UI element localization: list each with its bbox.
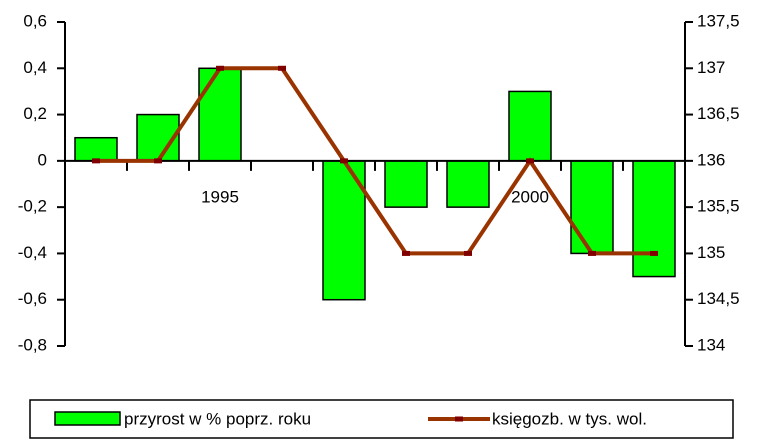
y-tick-label: -0,2 [18,197,47,216]
bar [384,160,428,208]
bar [198,67,242,162]
y-tick-label: 0,2 [23,104,47,123]
bar [74,136,118,162]
x-tick-label: 2000 [511,187,549,206]
line-marker [402,250,410,256]
y2-tick-label: 135,5 [697,197,740,216]
x-tick-label: 1995 [201,187,239,206]
y2-tick-label: 134 [697,335,725,354]
y2-tick-label: 136 [697,150,725,169]
line-marker [216,65,224,71]
bar [632,160,676,278]
y-tick-label: 0,6 [23,11,47,30]
y-tick-label: -0,4 [18,243,47,262]
bar [508,90,552,162]
legend-label: księgozb. w tys. wol. [492,409,647,428]
y-tick-label: -0,8 [18,335,47,354]
legend-box [29,399,734,439]
line-marker [464,250,472,256]
legend-swatch [54,411,121,426]
y2-tick-label: 135 [697,243,725,262]
y-tick-label: 0 [38,150,47,169]
line-marker [650,250,658,256]
bar [570,160,614,255]
y2-tick-label: 137,5 [697,11,740,30]
y2-tick-label: 137 [697,58,725,77]
line-marker [340,158,348,164]
y-tick-label: 0,4 [23,58,47,77]
legend-marker [455,416,463,422]
line-marker [92,158,100,164]
y-tick-label: -0,6 [18,289,47,308]
line-marker [154,158,162,164]
line-marker [278,65,286,71]
bar [446,160,490,208]
y2-tick-label: 136,5 [697,104,740,123]
line [96,66,654,256]
line-marker [588,250,596,256]
legend-label: przyrost w % poprz. roku [124,409,311,428]
y2-tick-label: 134,5 [697,289,740,308]
line-marker [526,158,534,164]
